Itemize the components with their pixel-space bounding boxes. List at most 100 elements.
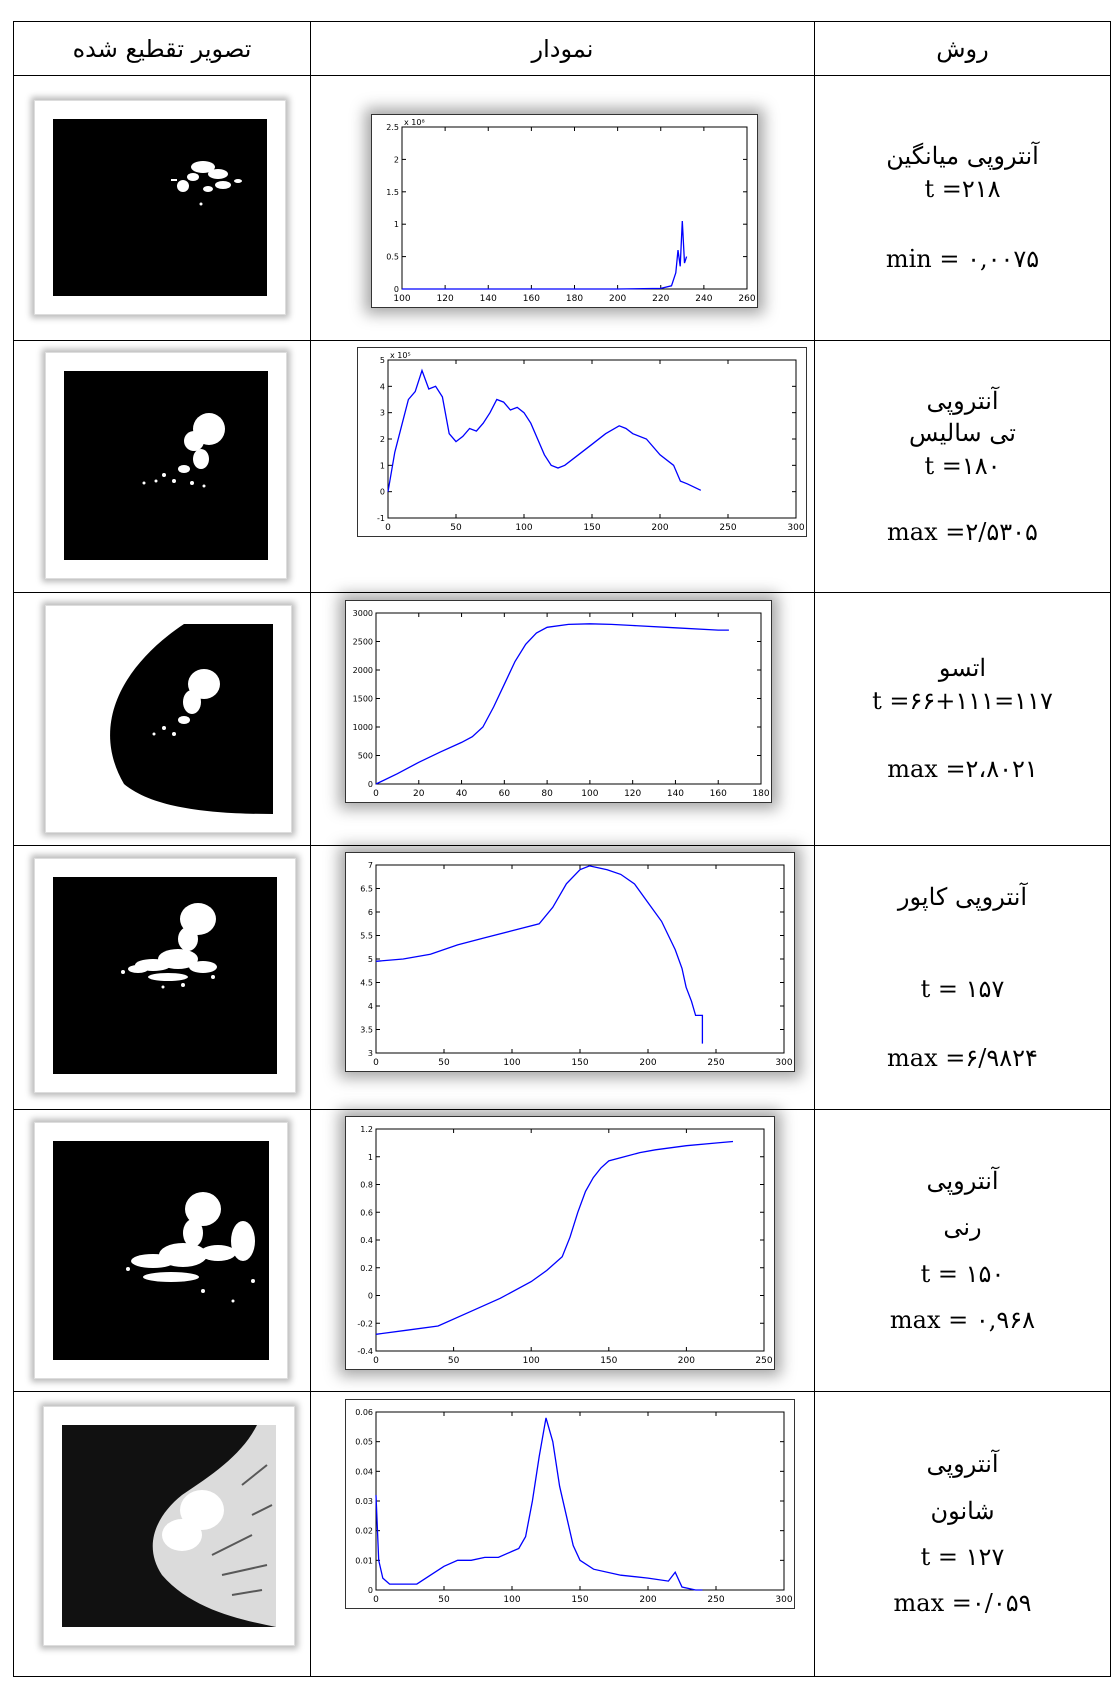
chart: 0 50 100 150 200 250 300 3 3.5 4 4.5 5 5.5 6 6.5 7: [345, 852, 795, 1072]
x-tick-label: 100: [503, 1058, 520, 1068]
y-tick-label: 3.5: [360, 1026, 373, 1035]
x-tick-label: 150: [583, 523, 600, 533]
extremum-value: max =۶/۹۸۲۴: [887, 1043, 1038, 1072]
segmented-image: [34, 100, 286, 315]
y-tick-label: 0.06: [355, 1408, 373, 1417]
x-tick-label: 220: [652, 294, 669, 304]
y-tick-label: 5: [380, 356, 385, 365]
x-tick-label: 50: [450, 523, 462, 533]
y-tick-label: 0.5: [386, 253, 399, 262]
y-tick-label: 0.4: [360, 1236, 373, 1245]
threshold-value: t =۶۶+۱۱۱=۱۱۷: [872, 686, 1053, 715]
series-line: [375, 865, 704, 1044]
header-method: روش: [814, 21, 1111, 76]
plot-area: [375, 1411, 785, 1591]
y-tick-label: 1500: [353, 695, 373, 704]
y-tick-label: 0: [394, 285, 399, 294]
y-tick-label: 4: [380, 382, 385, 391]
x-tick-label: 0: [373, 1356, 379, 1366]
chart-svg: 0 50 100 150 200 250 300 0 0.01 0.02 0.03 0.04 0.05 0…: [355, 1408, 793, 1605]
x-tick-label: 250: [719, 523, 736, 533]
x-tick-label: 0: [373, 1058, 379, 1068]
y-tick-label: 1: [394, 220, 399, 229]
y-tick-label: 0.02: [355, 1527, 373, 1536]
threshold-value: t =۱۸۰: [924, 451, 1001, 480]
segmented-image: [45, 352, 287, 579]
y-tick-label: 1.5: [386, 188, 399, 197]
chart: 100 120 140 160 180 200 220 240 260 0 0.5 1 1.5 2 2.5 x…: [371, 114, 758, 308]
series-line: [375, 1140, 734, 1335]
segmented-image-cell: [13, 1109, 311, 1392]
y-tick-label: 2500: [353, 638, 373, 647]
y-tick-label: 0.01: [355, 1556, 373, 1565]
segmented-image-cell: [13, 1391, 311, 1677]
y-tick-label: 0: [368, 1292, 373, 1301]
x-tick-label: 50: [438, 1058, 450, 1068]
header-row: تصویر تقطیع شده نمودار روش: [13, 21, 1111, 76]
chart-cell: 0 20 40 60 80 100 120 140 160 180 0 500 1000 1500 2000…: [310, 592, 815, 846]
chart-cell: 0 50 100 150 200 250 300 3 3.5 4 4.5 5 5.5 6 6.5 7: [310, 845, 815, 1110]
y-tick-label: -0.2: [357, 1319, 373, 1328]
method-cell: اتسو t =۶۶+۱۱۱=۱۱۷ max =۲،۸۰۲۱: [814, 592, 1111, 846]
x-tick-label: 250: [755, 1356, 772, 1366]
method-name: آنتروپی: [926, 1450, 999, 1479]
plot-area: [401, 126, 748, 290]
x-tick-label: 200: [678, 1356, 695, 1366]
chart-cell: 0 50 100 150 200 250 300 0 0.01 0.02 0.03 0.04 0.05 0…: [310, 1391, 815, 1677]
y-tick-label: -1: [377, 514, 385, 523]
extremum-value: max =۲،۸۰۲۱: [887, 755, 1038, 784]
x-tick-label: 80: [541, 789, 553, 799]
chart: 0 50 100 150 200 250 300 -1 0 1 2 3 4 5 x 10⁵: [357, 347, 807, 537]
y-tick-label: 2: [380, 435, 385, 444]
y-exponent-label: x 10⁸: [404, 118, 425, 127]
y-tick-label: 5: [368, 955, 373, 964]
x-tick-label: 0: [373, 1595, 379, 1605]
x-tick-label: 250: [707, 1595, 724, 1605]
y-tick-label: 0.04: [355, 1467, 373, 1476]
y-tick-label: 1000: [353, 723, 373, 732]
y-tick-label: 3000: [353, 609, 373, 618]
x-tick-label: 200: [639, 1058, 656, 1068]
x-tick-label: 300: [787, 523, 804, 533]
x-tick-label: 240: [695, 294, 712, 304]
threshold-value: t = ۱۲۷: [920, 1543, 1005, 1571]
method-cell: آنتروپی میانگین t =۲۱۸ min = ۰,۰۰۷۵: [814, 75, 1111, 341]
y-tick-label: 3: [380, 409, 385, 418]
y-tick-label: 0.03: [355, 1497, 373, 1506]
x-tick-label: 300: [775, 1058, 792, 1068]
table-row: 100 120 140 160 180 200 220 240 260 0 0.5 1 1.5 2 2.5 x…: [13, 75, 1111, 341]
y-tick-label: 1.2: [360, 1125, 373, 1134]
segmented-image-cell: [13, 75, 311, 341]
plot-area: [375, 864, 785, 1054]
y-tick-label: 0: [368, 780, 373, 789]
series-line: [375, 623, 729, 785]
y-tick-label: 2.5: [386, 123, 399, 132]
chart: 0 20 40 60 80 100 120 140 160 180 0 500 1000 1500 2000…: [345, 600, 772, 803]
x-tick-label: 260: [738, 294, 755, 304]
y-exponent-label: x 10⁵: [390, 351, 411, 360]
mass-region-graphic: [171, 161, 242, 206]
mass-region-graphic: [142, 413, 225, 488]
y-tick-label: 4: [368, 1002, 373, 1011]
y-tick-label: 0.6: [360, 1208, 373, 1217]
extremum-value: max =۲/۵۳۰۵: [887, 517, 1038, 546]
method-name-2: تی سالیس: [909, 419, 1016, 448]
y-tick-label: 0: [380, 488, 385, 497]
segmented-image: [34, 1122, 288, 1379]
x-tick-label: 250: [707, 1058, 724, 1068]
chart-svg: 0 20 40 60 80 100 120 140 160 180 0 500 1000 1500 2000…: [353, 609, 770, 799]
segmented-image: [43, 1406, 295, 1646]
segmented-image-cell: [13, 340, 311, 593]
x-tick-label: 50: [448, 1356, 460, 1366]
x-tick-label: 0: [373, 789, 379, 799]
threshold-value: t = ۱۵۰: [920, 1259, 1005, 1288]
x-tick-label: 100: [503, 1595, 520, 1605]
table-row: 0 50 100 150 200 250 -0.4 -0.2 0 0.2 0.4 0.6 0.8 1 1.2…: [13, 1109, 1111, 1392]
x-tick-label: 140: [480, 294, 497, 304]
x-tick-label: 200: [639, 1595, 656, 1605]
y-tick-label: 6.5: [360, 885, 373, 894]
y-tick-label: 1: [368, 1153, 373, 1162]
segmented-image-cell: [13, 845, 311, 1110]
y-tick-label: 7: [368, 861, 373, 870]
table-row: 0 50 100 150 200 250 300 -1 0 1 2 3 4 5 x 10⁵ آنتروپی …: [13, 340, 1111, 593]
